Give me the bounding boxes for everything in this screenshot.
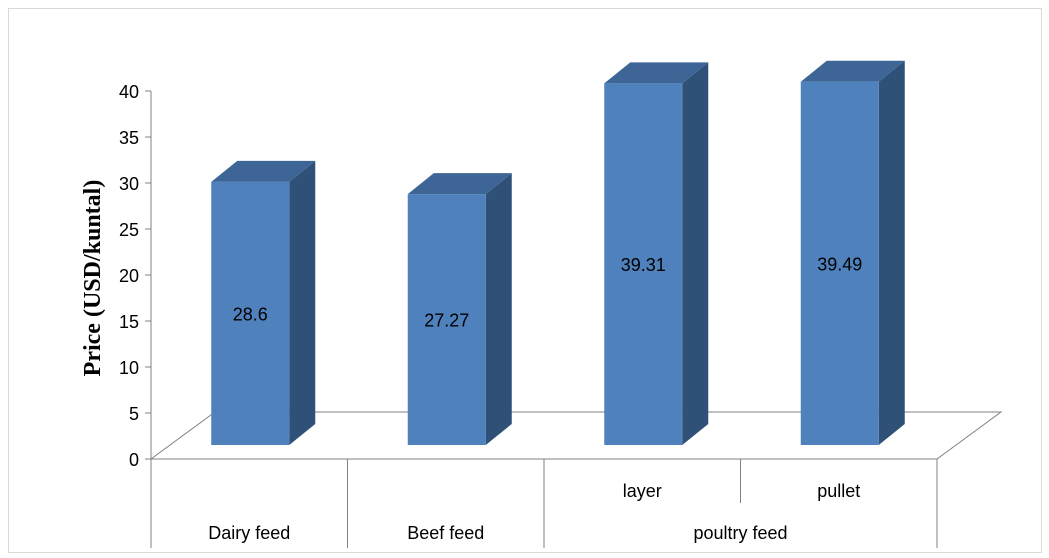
data-label: 27.27	[424, 311, 469, 331]
bar-beef-feed: 27.27	[407, 173, 512, 445]
category-axis: Dairy feed Beef feed layer pullet poultry fe…	[150, 459, 938, 548]
y-tick-label: 40	[119, 82, 139, 102]
bar-side	[485, 173, 512, 445]
bar-top	[604, 62, 709, 84]
bar-side	[289, 160, 316, 445]
bar-front	[211, 181, 290, 445]
bar-side	[878, 60, 905, 445]
category-label: pullet	[817, 481, 860, 501]
bar-front	[407, 194, 486, 445]
y-tick-label: 5	[129, 404, 139, 424]
category-label: layer	[623, 481, 662, 501]
y-tick-label: 35	[119, 128, 139, 148]
bar-dairy-feed: 28.6	[211, 160, 316, 445]
y-axis-title: Price (USD/kuntal)	[80, 180, 106, 377]
data-label: 39.49	[817, 254, 862, 274]
y-tick-label: 20	[119, 266, 139, 286]
floor-plane	[149, 411, 1003, 460]
bar-top	[407, 173, 512, 195]
group-label: Dairy feed	[208, 523, 290, 543]
y-tick-label: 0	[129, 450, 139, 470]
bar-layer: 39.31	[604, 62, 709, 446]
bar-pullet: 39.49	[800, 60, 905, 445]
group-label: poultry feed	[693, 523, 787, 543]
y-tick-label: 10	[119, 358, 139, 378]
bar-front	[604, 83, 683, 446]
y-tick-label: 25	[119, 220, 139, 240]
y-tick-label: 15	[119, 312, 139, 332]
data-label: 28.6	[233, 304, 268, 324]
bar-front	[800, 81, 879, 445]
bar-top	[211, 160, 316, 182]
chart-floor	[149, 411, 1003, 460]
bar-top	[800, 60, 905, 82]
y-tick-label: 30	[119, 174, 139, 194]
bar-side	[682, 62, 709, 446]
bars: 28.6 27.27 39.31 39.49	[211, 60, 905, 446]
data-label: 39.31	[621, 255, 666, 275]
y-axis: 0 5 10 15 20 25 30 35 40	[119, 82, 152, 470]
group-label: Beef feed	[407, 523, 484, 543]
